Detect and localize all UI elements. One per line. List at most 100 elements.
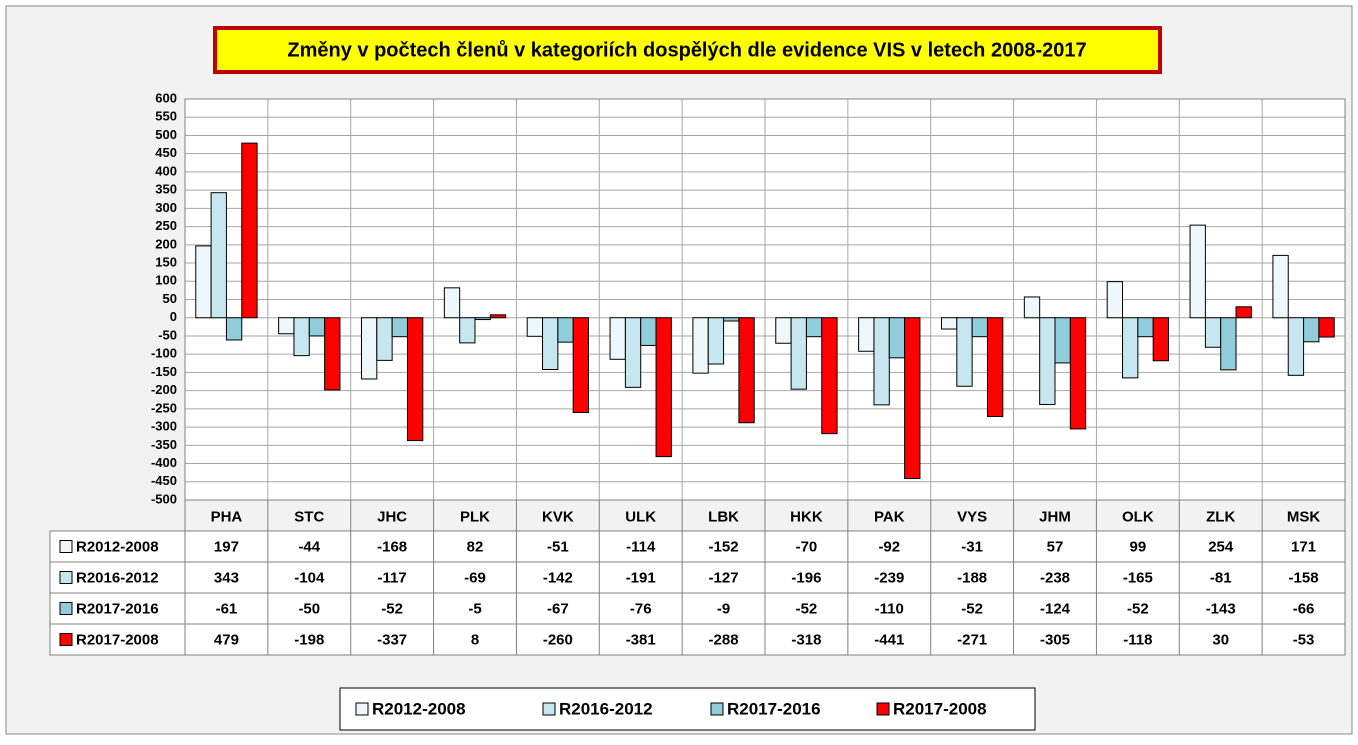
- bar: [775, 317, 792, 344]
- table-value: -110: [875, 600, 904, 617]
- table-value: -152: [709, 538, 739, 555]
- bar: [360, 317, 378, 380]
- bar: [293, 317, 310, 357]
- table-value: -239: [874, 569, 904, 586]
- table-value: -196: [791, 569, 821, 586]
- table-value: -381: [626, 631, 656, 648]
- table-value: -53: [1293, 631, 1315, 648]
- bar: [1303, 317, 1320, 343]
- x-tick-label: KVK: [542, 508, 574, 525]
- bar: [1272, 254, 1289, 319]
- table-value: -52: [381, 600, 403, 617]
- table-value: -104: [294, 569, 325, 586]
- table-value: -52: [1127, 600, 1149, 617]
- x-tick-label: HKK: [790, 508, 823, 525]
- bar: [572, 317, 590, 414]
- y-tick-label: -100: [151, 346, 177, 361]
- y-tick-label: -50: [158, 327, 177, 342]
- legend-label: R2016-2012: [559, 699, 653, 718]
- table-row: [49, 623, 1346, 656]
- legend-label: R2017-2016: [727, 699, 821, 718]
- table-value: -441: [874, 631, 904, 648]
- legend-key: [59, 540, 73, 553]
- table-value: -70: [796, 538, 818, 555]
- table-row: [49, 561, 1346, 594]
- bar: [956, 317, 973, 387]
- table-value: -92: [878, 538, 900, 555]
- table-value: -114: [626, 538, 656, 555]
- bar: [1106, 281, 1124, 319]
- table-value: 343: [214, 569, 239, 586]
- table-value: -260: [543, 631, 573, 648]
- table-value: -52: [961, 600, 983, 617]
- x-tick-label: STC: [294, 508, 324, 525]
- table-row: [49, 592, 1346, 625]
- y-tick-label: 50: [163, 291, 177, 306]
- table-value: -288: [709, 631, 739, 648]
- bar: [324, 317, 341, 391]
- table-value: -318: [791, 631, 821, 648]
- bar: [1318, 317, 1335, 338]
- table-value: -271: [957, 631, 987, 648]
- x-tick-label: ULK: [625, 508, 656, 525]
- table-value: 57: [1047, 538, 1064, 555]
- table-value: -117: [378, 569, 407, 586]
- table-value: 30: [1212, 631, 1229, 648]
- x-tick-label: PHA: [211, 508, 243, 525]
- bar: [241, 142, 258, 319]
- title-box: [213, 26, 1162, 74]
- table-value: 479: [214, 631, 239, 648]
- legend-key: [59, 633, 73, 646]
- table-value: -76: [630, 600, 652, 617]
- bar: [225, 317, 243, 341]
- bar: [1039, 317, 1056, 405]
- x-tick-label: PAK: [874, 508, 905, 525]
- bar: [376, 317, 393, 361]
- bar: [210, 192, 227, 319]
- table-value: -165: [1123, 569, 1153, 586]
- bar: [858, 317, 875, 352]
- bar: [940, 317, 958, 330]
- x-tick-label: MSK: [1287, 508, 1321, 525]
- bar: [1189, 224, 1206, 319]
- x-tick-label: OLK: [1122, 508, 1154, 525]
- bar: [1220, 317, 1237, 371]
- x-tick-label: VYS: [957, 508, 987, 525]
- table-value: -168: [377, 538, 407, 555]
- legend: [339, 687, 1036, 731]
- y-tick-label: 100: [155, 273, 177, 288]
- bar: [1122, 317, 1139, 379]
- y-tick-label: 500: [155, 127, 177, 142]
- y-tick-label: 150: [155, 254, 177, 269]
- table-row: [49, 530, 1346, 563]
- y-tick-label: -350: [151, 437, 177, 452]
- table-value: -305: [1040, 631, 1070, 648]
- table-value: 82: [467, 538, 484, 555]
- bar: [986, 317, 1004, 418]
- y-tick-label: 600: [155, 90, 177, 105]
- table-value: 254: [1208, 538, 1234, 555]
- row-label: R2017-2008: [76, 631, 159, 648]
- bar: [443, 287, 461, 319]
- y-tick-label: -500: [151, 491, 177, 506]
- bar: [790, 317, 807, 390]
- legend-key: [710, 702, 724, 716]
- bar: [655, 317, 672, 458]
- y-tick-label: 200: [155, 236, 177, 251]
- y-tick-label: 0: [170, 309, 177, 324]
- bar: [904, 317, 921, 479]
- table-value: -31: [961, 538, 983, 555]
- table-value: -51: [547, 538, 569, 555]
- bar: [474, 317, 491, 321]
- bar: [692, 317, 709, 374]
- legend-label: R2017-2008: [893, 699, 987, 718]
- y-tick-label: -400: [151, 455, 177, 470]
- row-label: R2016-2012: [76, 569, 159, 586]
- table-value: -238: [1040, 569, 1070, 586]
- table-value: -188: [957, 569, 987, 586]
- bar: [1152, 317, 1170, 362]
- bar: [707, 317, 725, 365]
- table-value: -124: [1040, 600, 1071, 617]
- x-tick-label: JHC: [377, 508, 407, 525]
